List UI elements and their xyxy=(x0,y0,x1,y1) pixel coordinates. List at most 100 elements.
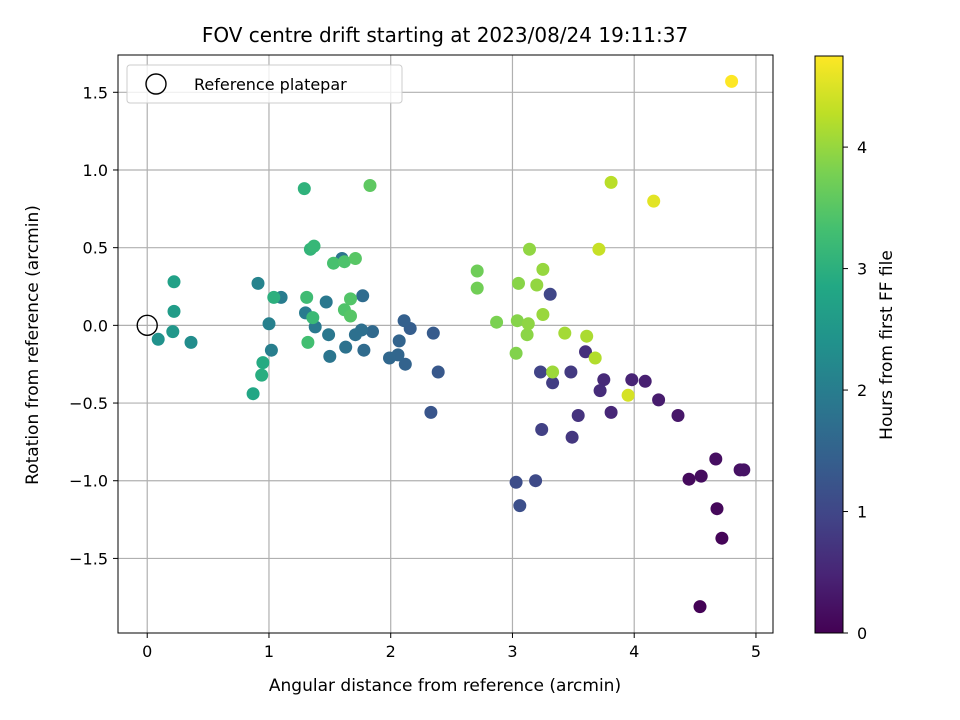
data-point xyxy=(536,308,550,321)
data-point xyxy=(737,463,751,477)
y-tick-label: 0.0 xyxy=(83,316,108,335)
colorbar: 0 1 2 3 4 Hours from first FF file xyxy=(814,55,897,643)
data-point xyxy=(509,475,523,489)
y-tick-label: 1.5 xyxy=(83,83,108,102)
y-tick-label: 0.5 xyxy=(83,239,108,258)
data-point xyxy=(534,365,547,379)
data-point xyxy=(513,499,527,513)
data-point xyxy=(167,304,181,318)
data-point xyxy=(682,472,696,486)
data-point xyxy=(167,275,181,289)
x-tick-label: 2 xyxy=(386,642,396,661)
data-point xyxy=(264,343,278,357)
data-point xyxy=(397,314,411,328)
data-point xyxy=(652,393,666,407)
data-point xyxy=(166,325,180,339)
data-point xyxy=(344,292,357,306)
data-point xyxy=(693,600,707,614)
y-tick-label: 1.0 xyxy=(83,161,108,180)
data-point xyxy=(383,351,396,365)
data-point xyxy=(431,365,445,379)
data-point xyxy=(593,384,607,398)
grid xyxy=(118,55,773,633)
chart-title: FOV centre drift starting at 2023/08/24 … xyxy=(202,23,688,47)
x-axis-label: Angular distance from reference (arcmin) xyxy=(269,676,621,696)
data-point xyxy=(710,502,724,516)
y-axis-ticks: −1.5 −1.0 −0.5 0.0 0.5 1.0 1.5 xyxy=(69,83,118,568)
data-point xyxy=(558,326,572,340)
data-point xyxy=(363,179,377,192)
data-point xyxy=(725,74,739,88)
colorbar-gradient xyxy=(814,55,844,634)
data-points xyxy=(151,74,751,614)
data-point xyxy=(523,242,536,256)
data-point xyxy=(625,373,639,387)
data-point xyxy=(356,289,370,303)
data-point xyxy=(344,309,357,323)
data-point xyxy=(323,349,337,363)
x-tick-label: 0 xyxy=(142,642,152,661)
data-point xyxy=(339,340,353,354)
reference-marker-layer xyxy=(136,314,158,337)
data-point xyxy=(267,290,281,304)
colorbar-tick-label: 1 xyxy=(857,503,867,522)
data-point xyxy=(297,182,311,196)
data-point xyxy=(546,365,560,379)
data-point xyxy=(322,328,336,342)
data-point xyxy=(300,290,314,304)
data-point xyxy=(262,317,276,331)
data-point xyxy=(565,430,579,444)
data-point xyxy=(520,328,534,342)
legend-marker xyxy=(145,73,167,95)
data-point xyxy=(543,287,557,301)
data-point xyxy=(424,405,438,419)
colorbar-tick-label: 2 xyxy=(857,381,867,400)
data-point xyxy=(426,326,440,340)
data-point xyxy=(509,346,523,360)
data-point xyxy=(529,474,543,488)
data-point xyxy=(490,315,504,329)
colorbar-tick-label: 3 xyxy=(857,260,867,279)
data-point xyxy=(604,405,618,419)
data-point xyxy=(307,239,321,253)
data-point xyxy=(348,252,362,265)
x-tick-label: 4 xyxy=(629,642,639,661)
plot-area-frame xyxy=(117,54,774,634)
data-point xyxy=(319,295,333,309)
data-point xyxy=(255,368,269,382)
data-point xyxy=(579,345,592,359)
y-tick-label: −1.5 xyxy=(69,549,108,568)
legend: Reference platepar xyxy=(126,64,403,104)
data-point xyxy=(546,376,560,390)
data-point xyxy=(184,335,198,349)
colorbar-tick-label: 4 xyxy=(857,138,867,157)
data-point xyxy=(398,357,412,371)
data-point xyxy=(337,255,351,269)
data-point xyxy=(588,351,602,365)
x-axis-ticks: 0 1 2 3 4 5 xyxy=(142,633,761,661)
x-tick-label: 3 xyxy=(507,642,517,661)
data-point xyxy=(246,387,260,401)
legend-box xyxy=(126,64,403,104)
data-point xyxy=(535,423,549,436)
data-point xyxy=(348,328,362,342)
data-point xyxy=(512,276,525,290)
data-point xyxy=(327,256,340,270)
data-point xyxy=(564,365,578,379)
data-point xyxy=(392,334,406,348)
data-point xyxy=(638,374,652,388)
y-tick-label: −1.0 xyxy=(69,472,108,491)
data-point xyxy=(709,452,723,466)
y-tick-label: −0.5 xyxy=(69,394,108,413)
data-point xyxy=(536,262,550,276)
data-point xyxy=(510,314,524,328)
data-point xyxy=(604,175,618,189)
data-point xyxy=(530,278,544,292)
data-point xyxy=(715,531,729,545)
data-point xyxy=(647,194,661,208)
data-point xyxy=(571,409,585,422)
data-point xyxy=(151,332,165,346)
data-point xyxy=(366,325,379,339)
data-point xyxy=(694,469,708,483)
